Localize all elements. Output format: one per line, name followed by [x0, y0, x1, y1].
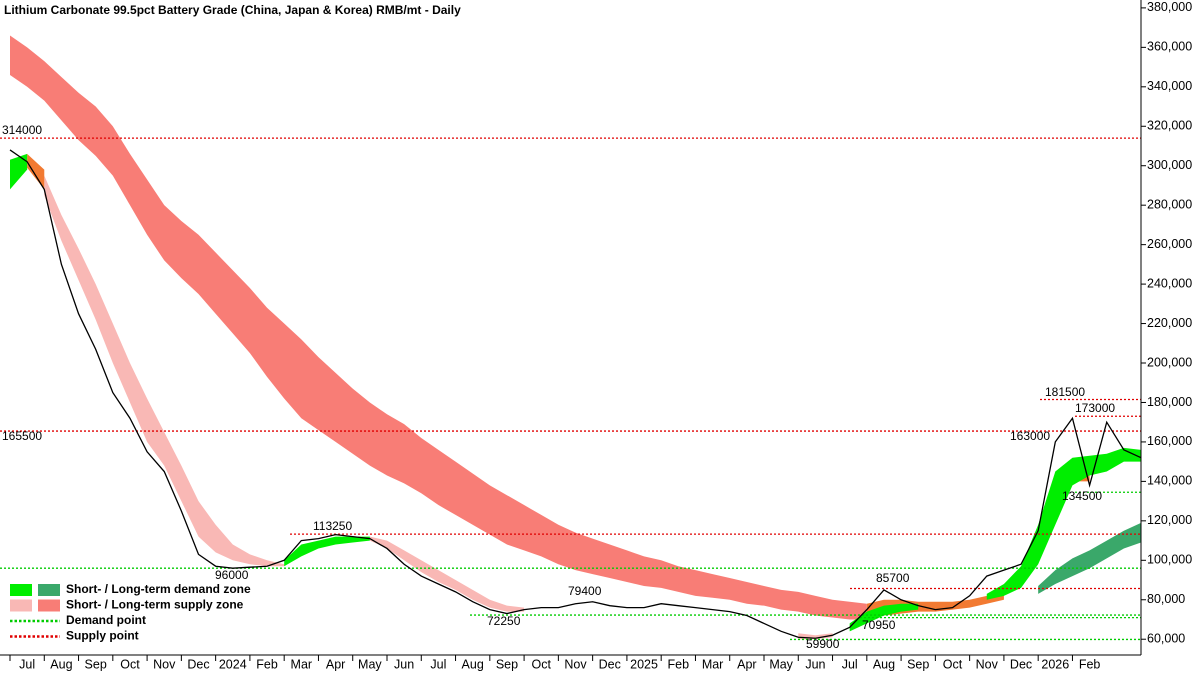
- y-tick-label: 240,000: [1147, 276, 1192, 290]
- zone-band: [849, 603, 919, 632]
- y-tick-label: 60,000: [1147, 632, 1185, 646]
- x-tick-label: 2025: [630, 657, 658, 671]
- x-tick-label: Feb: [668, 657, 690, 671]
- x-tick-label: Mar: [702, 657, 724, 671]
- y-tick-label: 300,000: [1147, 158, 1192, 172]
- y-tick-label: 280,000: [1147, 197, 1192, 211]
- y-tick-label: 260,000: [1147, 237, 1192, 251]
- legend-label: Short- / Long-term demand zone: [66, 582, 251, 596]
- y-tick-label: 80,000: [1147, 592, 1185, 606]
- x-tick-label: Oct: [532, 657, 552, 671]
- x-tick-label: Nov: [153, 657, 176, 671]
- zone-band: [986, 447, 1141, 600]
- legend-swatch: [10, 599, 32, 612]
- y-tick-label: 140,000: [1147, 474, 1192, 488]
- y-tick-label: 180,000: [1147, 395, 1192, 409]
- level-label: 85700: [876, 571, 910, 585]
- zone-band: [284, 536, 370, 567]
- legend-label: Demand point: [66, 613, 146, 627]
- level-label: 173000: [1075, 401, 1115, 415]
- level-label: 134500: [1062, 489, 1102, 503]
- x-tick-label: Oct: [120, 657, 140, 671]
- x-tick-label: Sep: [907, 657, 929, 671]
- legend-swatch: [10, 584, 32, 596]
- x-tick-label: Oct: [943, 657, 963, 671]
- x-tick-label: Aug: [462, 657, 484, 671]
- x-tick-label: Aug: [873, 657, 895, 671]
- zone-band: [27, 153, 45, 190]
- level-label: 96000: [215, 568, 249, 582]
- y-tick-label: 100,000: [1147, 553, 1192, 567]
- zone-band: [369, 536, 525, 612]
- level-label: 72250: [487, 614, 521, 628]
- x-tick-label: 2024: [219, 657, 247, 671]
- legend-label: Supply point: [66, 629, 139, 643]
- x-tick-label: Jul: [430, 657, 446, 671]
- x-tick-label: Apr: [326, 657, 345, 671]
- y-tick-label: 340,000: [1147, 79, 1192, 93]
- x-tick-label: May: [358, 657, 382, 671]
- y-tick-label: 380,000: [1147, 0, 1192, 14]
- legend: Short- / Long-term demand zone Short- / L…: [6, 582, 251, 646]
- level-label: 113250: [313, 519, 352, 533]
- level-label: 59900: [806, 637, 840, 651]
- legend-label: Short- / Long-term supply zone: [66, 598, 244, 612]
- level-label: 181500: [1045, 385, 1085, 399]
- legend-swatch: [38, 599, 60, 612]
- legend-swatch: [38, 584, 60, 596]
- price-line: [9, 149, 1142, 639]
- x-tick-label: Sep: [85, 657, 107, 671]
- x-tick-label: Jun: [394, 657, 414, 671]
- x-tick-label: Dec: [599, 657, 621, 671]
- y-tick-label: 320,000: [1147, 119, 1192, 133]
- zone-band: [10, 35, 867, 620]
- x-tick-label: Jul: [19, 657, 35, 671]
- level-label: 165500: [2, 429, 42, 443]
- x-tick-label: May: [769, 657, 793, 671]
- y-tick-label: 220,000: [1147, 316, 1192, 330]
- y-tick-label: 200,000: [1147, 355, 1192, 369]
- y-tick-label: 120,000: [1147, 513, 1192, 527]
- x-tick-label: 2026: [1041, 657, 1069, 671]
- x-tick-label: Feb: [1079, 657, 1101, 671]
- annotation-label: 79400: [568, 584, 602, 598]
- x-tick-label: Nov: [564, 657, 587, 671]
- x-tick-label: Apr: [737, 657, 756, 671]
- x-tick-label: Jul: [842, 657, 858, 671]
- zone-band: [1038, 522, 1141, 594]
- y-tick-label: 160,000: [1147, 434, 1192, 448]
- x-tick-label: Mar: [291, 657, 313, 671]
- x-tick-label: Nov: [976, 657, 999, 671]
- x-tick-label: Dec: [1010, 657, 1032, 671]
- annotation-label: 163000: [1010, 429, 1050, 443]
- x-tick-label: Feb: [256, 657, 278, 671]
- x-tick-label: Jun: [805, 657, 825, 671]
- x-tick-label: Aug: [50, 657, 72, 671]
- zone-band: [10, 153, 28, 190]
- chart-title: Lithium Carbonate 99.5pct Battery Grade …: [4, 3, 461, 17]
- level-label: 314000: [2, 123, 42, 137]
- y-tick-label: 360,000: [1147, 40, 1192, 54]
- x-tick-label: Sep: [496, 657, 518, 671]
- level-label: 70950: [862, 618, 896, 632]
- x-tick-label: Dec: [187, 657, 209, 671]
